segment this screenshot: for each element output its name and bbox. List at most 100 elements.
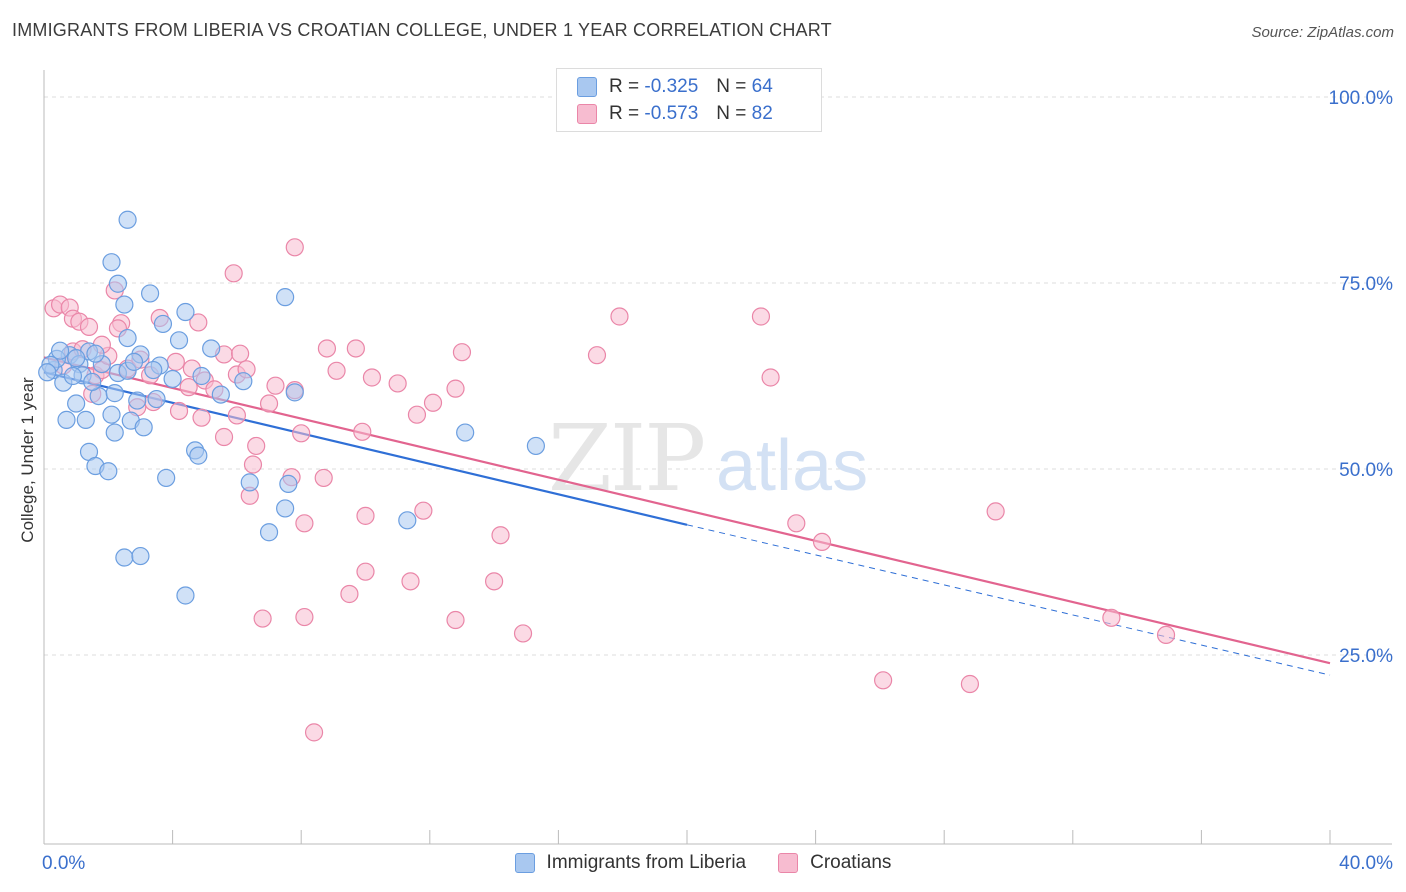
data-point-croatians xyxy=(491,526,510,545)
data-point-liberia xyxy=(279,474,298,493)
data-point-croatians xyxy=(266,376,285,395)
data-point-liberia xyxy=(144,360,163,380)
data-point-liberia xyxy=(57,410,76,429)
croatians-swatch xyxy=(577,104,597,124)
watermark-zip: ZIP xyxy=(548,405,704,512)
data-point-croatians xyxy=(960,674,980,694)
legend-label-croatians: Croatians xyxy=(810,852,892,873)
data-point-liberia xyxy=(240,473,259,492)
data-point-croatians xyxy=(446,379,465,398)
data-point-croatians xyxy=(304,723,324,742)
data-point-croatians xyxy=(610,307,629,326)
source-label: Source: ZipAtlas.com xyxy=(1251,24,1394,41)
data-point-croatians xyxy=(513,624,533,643)
data-point-croatians xyxy=(295,514,314,533)
data-point-liberia xyxy=(176,302,195,322)
r-label: R = xyxy=(609,76,640,97)
x-tick-label-min: 0.0% xyxy=(42,853,85,874)
data-point-liberia xyxy=(234,372,253,391)
data-point-liberia xyxy=(76,410,95,429)
data-point-croatians xyxy=(1156,625,1176,645)
data-point-croatians xyxy=(295,607,314,627)
data-point-liberia xyxy=(134,418,153,437)
y-axis-label: College, Under 1 year xyxy=(18,377,37,543)
data-point-liberia xyxy=(128,391,147,410)
data-point-croatians xyxy=(388,374,407,393)
chart-title: IMMIGRANTS FROM LIBERIA VS CROATIAN COLL… xyxy=(12,20,832,40)
data-point-croatians xyxy=(224,264,243,283)
data-point-croatians xyxy=(259,394,279,413)
data-point-croatians xyxy=(243,455,263,474)
data-point-croatians xyxy=(356,506,375,525)
data-point-liberia xyxy=(105,384,124,403)
y-tick-label: 25.0% xyxy=(1339,646,1393,667)
data-point-liberia xyxy=(398,511,417,530)
data-point-liberia xyxy=(163,369,182,389)
stats-box: R = -0.325 N = 64 R = -0.573 N = 82 xyxy=(556,68,822,132)
data-point-croatians xyxy=(423,393,443,412)
stats-row-croatians: R = -0.573 N = 82 xyxy=(577,101,773,127)
n-label: N = xyxy=(716,103,747,124)
data-point-croatians xyxy=(446,610,465,630)
data-point-liberia xyxy=(67,349,86,368)
data-point-croatians xyxy=(285,238,304,257)
data-point-croatians xyxy=(356,562,375,581)
data-point-liberia xyxy=(118,328,137,348)
data-point-liberia xyxy=(192,366,211,386)
data-point-liberia xyxy=(105,423,124,442)
legend-item-liberia[interactable]: Immigrants from Liberia xyxy=(514,852,747,874)
y-tick-label: 75.0% xyxy=(1339,274,1393,295)
liberia-swatch xyxy=(577,77,597,97)
data-point-liberia xyxy=(50,341,70,360)
data-point-croatians xyxy=(340,584,359,604)
data-point-croatians xyxy=(253,609,272,628)
grid-lines xyxy=(44,96,1392,656)
data-point-croatians xyxy=(214,427,234,447)
data-point-croatians xyxy=(761,368,780,387)
watermark-atlas: atlas xyxy=(716,426,868,506)
n-value-croatians: 82 xyxy=(751,103,773,124)
data-point-croatians xyxy=(485,572,504,591)
r-value-croatians: -0.573 xyxy=(644,103,699,124)
data-point-liberia xyxy=(124,352,144,371)
data-point-liberia xyxy=(102,405,121,424)
data-point-croatians xyxy=(179,378,198,397)
r-label: R = xyxy=(609,103,640,124)
r-value-liberia: -0.325 xyxy=(644,76,699,97)
data-point-liberia xyxy=(202,339,221,358)
data-point-croatians xyxy=(452,343,472,362)
data-point-liberia xyxy=(285,383,304,402)
data-point-croatians xyxy=(169,401,189,421)
legend-label-liberia: Immigrants from Liberia xyxy=(546,852,747,873)
data-point-croatians xyxy=(189,313,208,332)
trend-line-croatians xyxy=(43,356,1331,665)
data-point-croatians xyxy=(362,368,382,387)
data-point-croatians xyxy=(353,422,372,441)
data-point-croatians xyxy=(1102,608,1121,627)
data-point-liberia xyxy=(153,314,173,334)
data-point-liberia xyxy=(157,468,176,488)
x-tick-label-max: 40.0% xyxy=(1339,853,1393,874)
n-value-liberia: 64 xyxy=(751,76,773,97)
data-point-croatians xyxy=(401,572,420,591)
watermark: ZIP atlas xyxy=(548,405,868,512)
data-point-croatians xyxy=(227,406,246,425)
y-tick-label: 50.0% xyxy=(1339,460,1393,481)
data-point-croatians xyxy=(346,339,365,358)
data-point-liberia xyxy=(115,295,134,314)
data-point-croatians xyxy=(812,532,832,552)
liberia-points xyxy=(38,210,545,605)
data-point-liberia xyxy=(169,331,189,350)
data-point-croatians xyxy=(787,514,806,533)
data-point-liberia xyxy=(99,462,118,481)
data-point-liberia xyxy=(526,436,545,456)
data-point-croatians xyxy=(247,436,266,456)
data-point-croatians xyxy=(231,344,250,363)
legend-item-croatians[interactable]: Croatians xyxy=(778,852,891,874)
data-point-croatians xyxy=(166,352,185,371)
data-point-liberia xyxy=(276,288,295,307)
data-point-croatians xyxy=(292,424,311,443)
data-point-croatians xyxy=(751,307,771,326)
data-point-liberia xyxy=(108,274,128,293)
data-point-liberia xyxy=(67,394,86,413)
